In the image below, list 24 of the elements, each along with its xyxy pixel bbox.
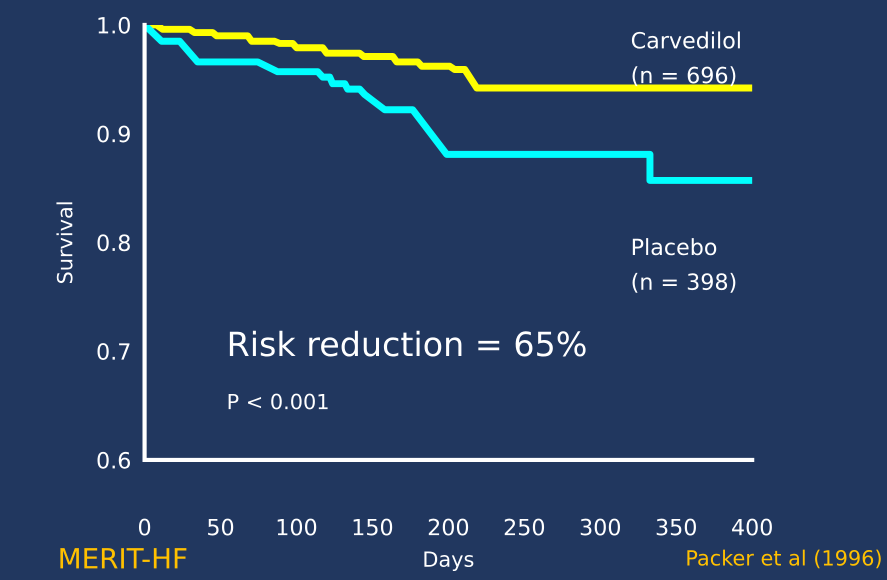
annotation: (n = 398) — [632, 272, 736, 293]
x-tick-label: 150 — [354, 518, 392, 536]
x-tick-label: 100 — [278, 518, 316, 536]
x-axis-title: Days — [424, 552, 474, 572]
text: MERIT-HF — [60, 548, 186, 568]
series-label: Carvedilol — [632, 31, 740, 49]
x-tick-label: 200 — [428, 518, 468, 536]
y-axis-title: Survival — [56, 202, 73, 284]
y-tick-label: 1.0 — [98, 16, 130, 34]
text: Packer et al (1996) — [687, 550, 881, 568]
x-tick-label: 400 — [732, 518, 772, 536]
x-tick-label: 300 — [580, 518, 620, 536]
y-tick-label: 0.8 — [98, 234, 130, 252]
x-tick-label: 250 — [504, 518, 544, 536]
annotation: (n = 696) — [632, 66, 736, 86]
text: Placebo — [632, 238, 716, 256]
x-tick-label: 50 — [208, 518, 234, 536]
annotation: P < 0.001 — [228, 394, 328, 410]
y-tick-label: 0.9 — [98, 126, 130, 142]
annotation: Risk reduction = 65% — [230, 330, 586, 357]
y-tick-label: 0.6 — [98, 452, 130, 469]
x-tick-label: 350 — [656, 518, 696, 536]
y-tick-label: 0.7 — [98, 343, 130, 360]
x-tick-label: 0 — [138, 518, 150, 536]
